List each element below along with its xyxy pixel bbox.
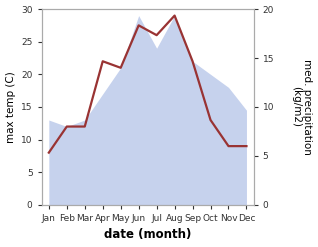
Y-axis label: med. precipitation
(kg/m2): med. precipitation (kg/m2) bbox=[291, 59, 313, 155]
X-axis label: date (month): date (month) bbox=[104, 228, 191, 242]
Y-axis label: max temp (C): max temp (C) bbox=[5, 71, 16, 143]
